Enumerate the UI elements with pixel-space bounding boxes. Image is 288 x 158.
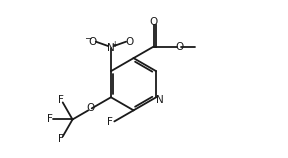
Text: O: O xyxy=(87,103,95,113)
Text: F: F xyxy=(107,117,113,127)
Text: F: F xyxy=(58,95,64,105)
Text: F: F xyxy=(47,114,52,125)
Text: +: + xyxy=(111,40,118,49)
Text: −: − xyxy=(84,33,92,42)
Text: N: N xyxy=(156,95,164,105)
Text: O: O xyxy=(126,37,134,47)
Text: O: O xyxy=(175,42,184,52)
Text: F: F xyxy=(58,134,64,144)
Text: N: N xyxy=(107,43,115,53)
Text: O: O xyxy=(149,17,158,27)
Text: O: O xyxy=(88,37,96,47)
